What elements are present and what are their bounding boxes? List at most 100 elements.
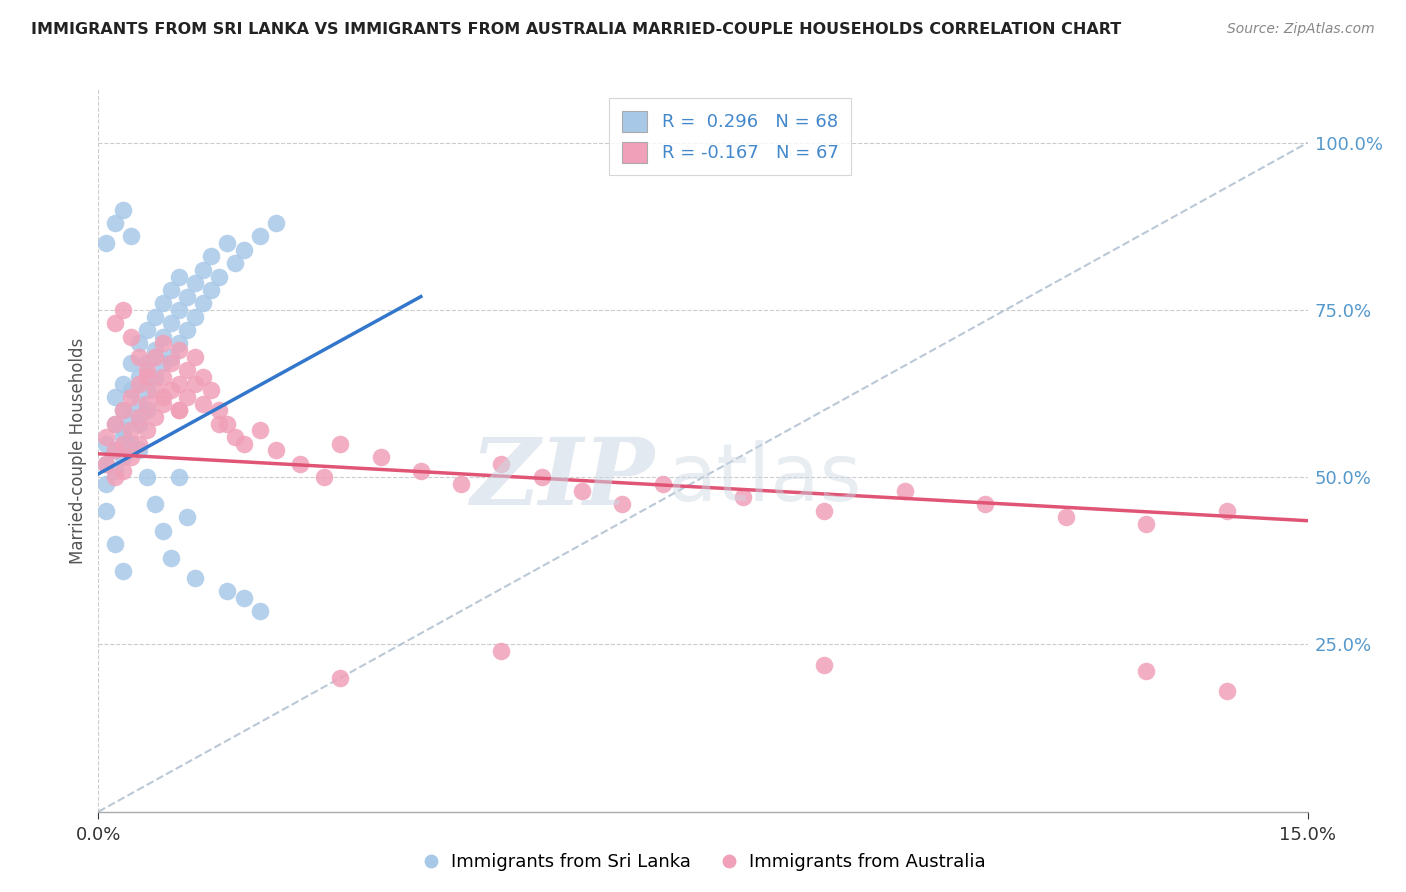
Point (103, 216, 125, 230)
Point (217, 417, 239, 431)
Point (135, 323, 157, 337)
Point (232, 436, 254, 450)
Point (176, 363, 198, 377)
Point (200, 384, 222, 398)
Point (167, 376, 190, 391)
Point (571, 483, 593, 498)
Point (135, 470, 157, 484)
Point (103, 464, 125, 478)
Legend: R =  0.296   N = 68, R = -0.167   N = 67: R = 0.296 N = 68, R = -0.167 N = 67 (609, 98, 851, 175)
Point (96, 457, 118, 471)
Point (167, 336, 190, 351)
Point (152, 336, 174, 351)
Point (450, 476, 472, 491)
Point (1216, 684, 1239, 698)
Point (612, 497, 634, 511)
Point (249, 424, 271, 438)
Point (329, 671, 352, 685)
Point (176, 510, 198, 524)
Point (176, 289, 198, 303)
Point (491, 457, 513, 471)
Point (111, 403, 134, 417)
Point (329, 436, 352, 450)
Point (160, 317, 183, 331)
Point (128, 410, 150, 425)
Point (96, 476, 118, 491)
Point (1216, 503, 1239, 517)
Point (120, 330, 142, 344)
Point (135, 356, 157, 371)
Point (103, 317, 125, 331)
Point (152, 396, 174, 410)
Point (128, 369, 150, 384)
Point (208, 269, 231, 284)
Point (1135, 517, 1157, 532)
Point (103, 417, 125, 431)
Point (135, 396, 157, 410)
Point (128, 436, 150, 450)
Point (103, 537, 125, 551)
Point (160, 283, 183, 297)
Point (152, 296, 174, 310)
Point (120, 424, 142, 438)
Point (96, 436, 118, 450)
Point (167, 303, 190, 318)
Point (111, 450, 134, 465)
Point (120, 356, 142, 371)
Point (96, 236, 118, 251)
Point (96, 457, 118, 471)
Text: Source: ZipAtlas.com: Source: ZipAtlas.com (1227, 22, 1375, 37)
Point (217, 236, 239, 251)
Point (184, 350, 207, 364)
Point (103, 417, 125, 431)
Point (651, 476, 673, 491)
Point (193, 296, 215, 310)
Point (135, 424, 157, 438)
Point (103, 443, 125, 458)
Point (143, 410, 166, 425)
Point (143, 369, 166, 384)
Point (128, 376, 150, 391)
Text: ZIP: ZIP (471, 434, 655, 524)
Point (103, 470, 125, 484)
Point (217, 584, 239, 599)
Point (200, 283, 222, 297)
Point (249, 604, 271, 618)
Point (733, 491, 755, 505)
Point (128, 336, 150, 351)
Point (143, 350, 166, 364)
Point (135, 363, 157, 377)
Point (176, 323, 198, 337)
Point (152, 369, 174, 384)
Point (264, 443, 287, 458)
Point (128, 417, 150, 431)
Point (160, 550, 183, 565)
Point (143, 497, 166, 511)
Point (193, 396, 215, 410)
Point (152, 330, 174, 344)
Point (111, 303, 134, 318)
Point (167, 403, 190, 417)
Point (200, 250, 222, 264)
Point (224, 430, 246, 444)
Text: IMMIGRANTS FROM SRI LANKA VS IMMIGRANTS FROM AUSTRALIA MARRIED-COUPLE HOUSEHOLDS: IMMIGRANTS FROM SRI LANKA VS IMMIGRANTS … (31, 22, 1121, 37)
Point (96, 503, 118, 517)
Point (167, 269, 190, 284)
Point (135, 384, 157, 398)
Point (167, 470, 190, 484)
Point (120, 229, 142, 244)
Point (184, 376, 207, 391)
Point (208, 417, 231, 431)
Point (184, 310, 207, 324)
Point (120, 390, 142, 404)
Point (111, 202, 134, 217)
Point (264, 216, 287, 230)
Point (224, 256, 246, 270)
Point (1054, 510, 1077, 524)
Point (184, 571, 207, 585)
Point (128, 396, 150, 410)
Point (111, 424, 134, 438)
Point (143, 384, 166, 398)
Point (167, 343, 190, 358)
Point (103, 390, 125, 404)
